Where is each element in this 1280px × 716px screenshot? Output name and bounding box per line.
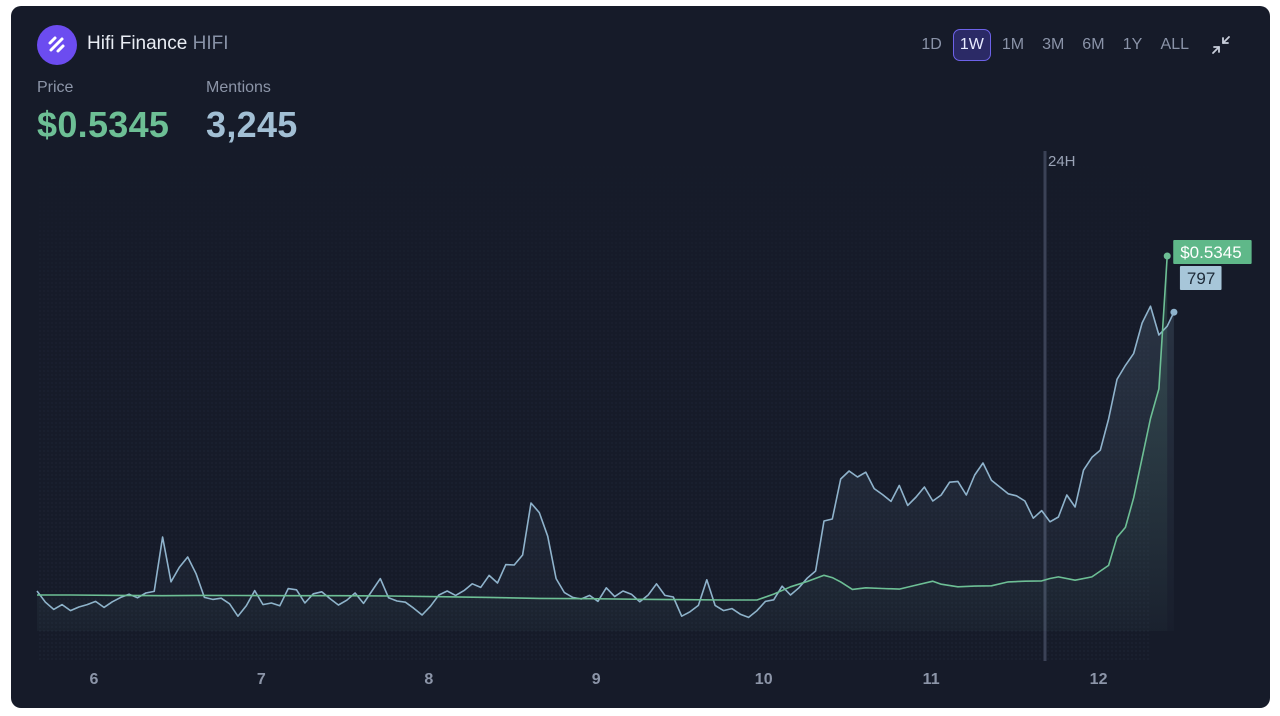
mentions-last-point xyxy=(1170,308,1178,316)
price-end-badge: $0.5345 xyxy=(1173,240,1252,264)
price-line xyxy=(37,255,1168,601)
mentions-area xyxy=(37,306,1174,631)
range-1m[interactable]: 1M xyxy=(1001,36,1025,53)
collapse-arrows-icon xyxy=(1212,36,1230,54)
range-3m[interactable]: 3M xyxy=(1042,36,1065,53)
price-label: Price xyxy=(37,79,74,96)
price-mentions-chart: 24H $0.5345 797 6 7 8 9 10 11 12 xyxy=(36,151,1252,688)
chart-card: Hifi Finance HIFI 1D 1W 1M 3M 6M 1Y ALL … xyxy=(11,6,1270,708)
x-tick-label: 10 xyxy=(755,671,773,688)
mentions-label: Mentions xyxy=(206,79,271,96)
price-end-label: $0.5345 xyxy=(1180,243,1241,262)
collapse-button[interactable] xyxy=(1206,30,1236,60)
mentions-end-badge: 797 xyxy=(1179,266,1222,290)
price-value: $0.5345 xyxy=(37,104,170,145)
range-6m[interactable]: 6M xyxy=(1082,36,1105,53)
x-tick-label: 9 xyxy=(592,671,601,688)
time-range-selector: 1D 1W 1M 3M 6M 1Y ALL xyxy=(914,27,1236,63)
x-tick-label: 7 xyxy=(257,671,266,688)
asset-title: Hifi Finance HIFI xyxy=(87,33,229,55)
marker-24h-label: 24H xyxy=(1048,153,1076,170)
range-1y[interactable]: 1Y xyxy=(1122,36,1143,53)
asset-symbol: HIFI xyxy=(192,33,229,54)
asset-name: Hifi Finance xyxy=(87,33,188,54)
range-1d[interactable]: 1D xyxy=(921,36,942,53)
price-area xyxy=(37,256,1168,631)
price-last-point xyxy=(1163,252,1171,260)
x-tick-label: 12 xyxy=(1090,671,1108,688)
x-tick-label: 8 xyxy=(424,671,433,688)
range-all[interactable]: ALL xyxy=(1160,36,1189,53)
x-tick-label: 6 xyxy=(89,671,98,688)
x-tick-label: 11 xyxy=(923,671,940,688)
range-1w[interactable]: 1W xyxy=(952,29,991,61)
mentions-value: 3,245 xyxy=(206,104,298,145)
hifi-logo-icon xyxy=(37,25,77,65)
mentions-end-label: 797 xyxy=(1187,269,1215,288)
